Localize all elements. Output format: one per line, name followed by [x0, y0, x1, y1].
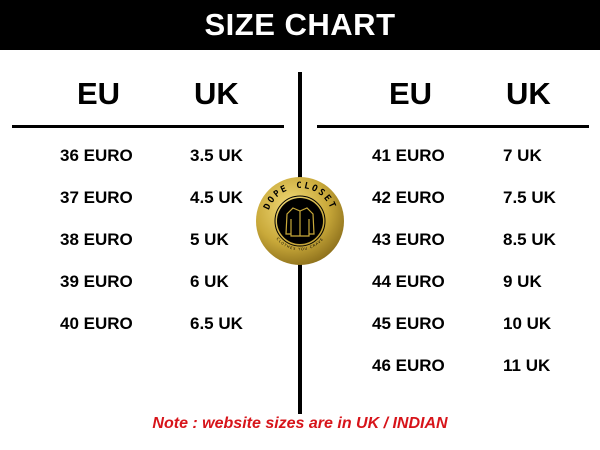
uk-size-cell: 6.5 UK [190, 314, 243, 333]
uk-size-cell: 7 UK [503, 146, 542, 165]
uk-size-cell: 9 UK [503, 272, 542, 291]
divider-right [317, 125, 589, 128]
dope-closet-logo: DOPE CLOSET CLOTHES YOU CRAVE [256, 177, 344, 265]
col-header-eu-left: EU [77, 76, 121, 111]
title-banner: SIZE CHART [0, 0, 600, 50]
size-note: Note : website sizes are in UK / INDIAN [152, 415, 448, 432]
jacket-icon [285, 207, 315, 237]
eu-size-cell: 45 EURO [372, 314, 445, 333]
eu-size-cell: 39 EURO [60, 272, 133, 291]
eu-size-cell: 38 EURO [60, 230, 133, 249]
eu-size-cell: 41 EURO [372, 146, 445, 165]
uk-size-cell: 4.5 UK [190, 188, 243, 207]
divider-left [12, 125, 284, 128]
eu-size-cell: 40 EURO [60, 314, 133, 333]
uk-size-cell: 3.5 UK [190, 146, 243, 165]
uk-size-cell: 7.5 UK [503, 188, 556, 207]
uk-size-cell: 5 UK [190, 230, 229, 249]
eu-size-cell: 46 EURO [372, 356, 445, 375]
eu-size-cell: 43 EURO [372, 230, 445, 249]
col-header-uk-left: UK [194, 76, 239, 111]
eu-size-cell: 44 EURO [372, 272, 445, 291]
eu-size-cell: 36 EURO [60, 146, 133, 165]
eu-size-cell: 42 EURO [372, 188, 445, 207]
page-title: SIZE CHART [204, 7, 396, 42]
uk-size-cell: 11 UK [503, 356, 551, 375]
uk-size-cell: 8.5 UK [503, 230, 556, 249]
col-header-eu-right: EU [389, 76, 433, 111]
uk-size-cell: 10 UK [503, 314, 552, 333]
col-header-uk-right: UK [506, 76, 551, 111]
uk-size-cell: 6 UK [190, 272, 229, 291]
eu-size-cell: 37 EURO [60, 188, 133, 207]
